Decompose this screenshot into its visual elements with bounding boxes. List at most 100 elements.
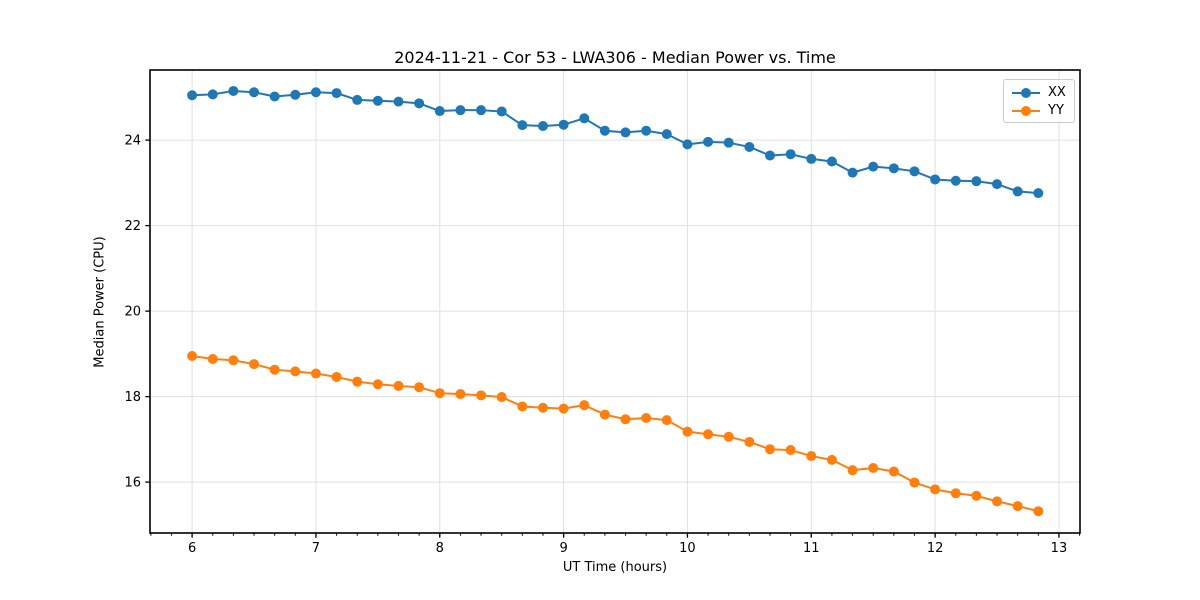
data-point-xx [641, 125, 652, 136]
data-point-yy [723, 431, 734, 442]
chart-title: 2024-11-21 - Cor 53 - LWA306 - Median Po… [394, 48, 836, 67]
x-tick-label: 11 [803, 541, 820, 556]
data-point-yy [661, 415, 672, 426]
data-point-yy [1012, 501, 1023, 512]
data-point-xx [971, 176, 982, 187]
data-point-yy [496, 392, 507, 403]
data-point-xx [558, 119, 569, 130]
data-point-yy [868, 463, 879, 474]
data-point-xx [269, 91, 280, 102]
data-point-xx [682, 139, 693, 150]
data-point-yy [950, 488, 961, 499]
data-point-yy [414, 382, 425, 393]
data-point-yy [228, 355, 239, 366]
x-tick-label: 6 [188, 541, 196, 556]
data-point-yy [207, 354, 218, 365]
x-tick-label: 10 [679, 541, 696, 556]
x-axis-label: UT Time (hours) [562, 560, 668, 575]
data-point-xx [847, 167, 858, 178]
data-point-xx [661, 129, 672, 140]
data-point-xx [950, 175, 961, 186]
data-point-xx [930, 174, 941, 185]
data-point-yy [744, 436, 755, 447]
data-point-xx [228, 85, 239, 96]
data-point-yy [187, 351, 198, 362]
data-point-xx [888, 163, 899, 174]
data-point-xx [455, 105, 466, 116]
data-point-yy [930, 484, 941, 495]
data-point-xx [765, 150, 776, 161]
data-point-xx [517, 120, 528, 131]
y-tick-label: 24 [124, 134, 141, 149]
data-point-xx [537, 121, 548, 132]
legend-line-xx-icon [1012, 88, 1040, 98]
x-tick-label: 9 [559, 541, 567, 556]
data-point-xx [207, 89, 218, 100]
data-point-yy [558, 403, 569, 414]
data-point-yy [703, 429, 714, 440]
series-line-yy [191, 355, 1039, 513]
data-point-yy [682, 426, 693, 437]
data-point-yy [455, 389, 466, 400]
data-point-yy [765, 444, 776, 455]
series-line-xx [192, 89, 1039, 195]
data-point-xx [599, 125, 610, 136]
data-point-xx [372, 95, 383, 106]
data-point-xx [620, 127, 631, 138]
data-point-yy [599, 409, 610, 420]
data-point-yy [537, 402, 548, 413]
data-point-xx [434, 106, 445, 117]
legend-entry-yy: YY [1011, 102, 1066, 120]
data-point-yy [909, 477, 920, 488]
data-point-xx [187, 90, 198, 101]
data-point-yy [434, 388, 445, 399]
data-point-yy [269, 364, 280, 375]
data-point-yy [847, 465, 858, 476]
legend: XX YY [1003, 79, 1075, 123]
axes-spines [149, 69, 1081, 534]
data-point-yy [310, 368, 321, 379]
data-point-yy [888, 466, 899, 477]
data-point-xx [1033, 188, 1044, 199]
legend-label-yy: YY [1048, 103, 1064, 118]
x-tick-label: 13 [1051, 541, 1068, 556]
x-tick-label: 12 [927, 541, 944, 556]
data-point-xx [414, 98, 425, 109]
y-axis-label: Median Power (CPU) [92, 236, 108, 368]
data-point-xx [723, 137, 734, 148]
data-point-yy [290, 366, 301, 377]
data-point-xx [310, 87, 321, 98]
data-point-yy [826, 454, 837, 465]
data-point-xx [806, 153, 817, 164]
data-point-xx [476, 105, 487, 116]
data-point-xx [496, 106, 507, 117]
data-point-xx [703, 136, 714, 147]
data-point-yy [352, 376, 363, 387]
y-tick-label: 18 [124, 390, 141, 405]
data-point-yy [785, 445, 796, 456]
legend-line-yy-icon [1012, 106, 1040, 116]
data-point-xx [331, 88, 342, 99]
data-point-yy [971, 490, 982, 501]
data-point-xx [1012, 186, 1023, 197]
data-point-yy [620, 414, 631, 425]
data-point-yy [372, 379, 383, 390]
data-point-yy [249, 359, 260, 370]
data-point-xx [785, 149, 796, 160]
data-point-xx [868, 161, 879, 172]
data-point-xx [826, 156, 837, 167]
data-point-xx [393, 96, 404, 107]
data-point-yy [992, 496, 1003, 507]
data-point-xx [579, 113, 590, 124]
data-point-yy [1033, 506, 1044, 517]
data-point-xx [992, 179, 1003, 190]
data-point-yy [517, 401, 528, 412]
data-point-xx [249, 87, 260, 98]
data-point-yy [806, 451, 817, 462]
data-point-yy [579, 400, 590, 411]
data-point-yy [331, 371, 342, 382]
data-point-yy [393, 380, 404, 391]
legend-entry-xx: XX [1011, 84, 1066, 102]
y-tick-label: 20 [124, 305, 141, 320]
